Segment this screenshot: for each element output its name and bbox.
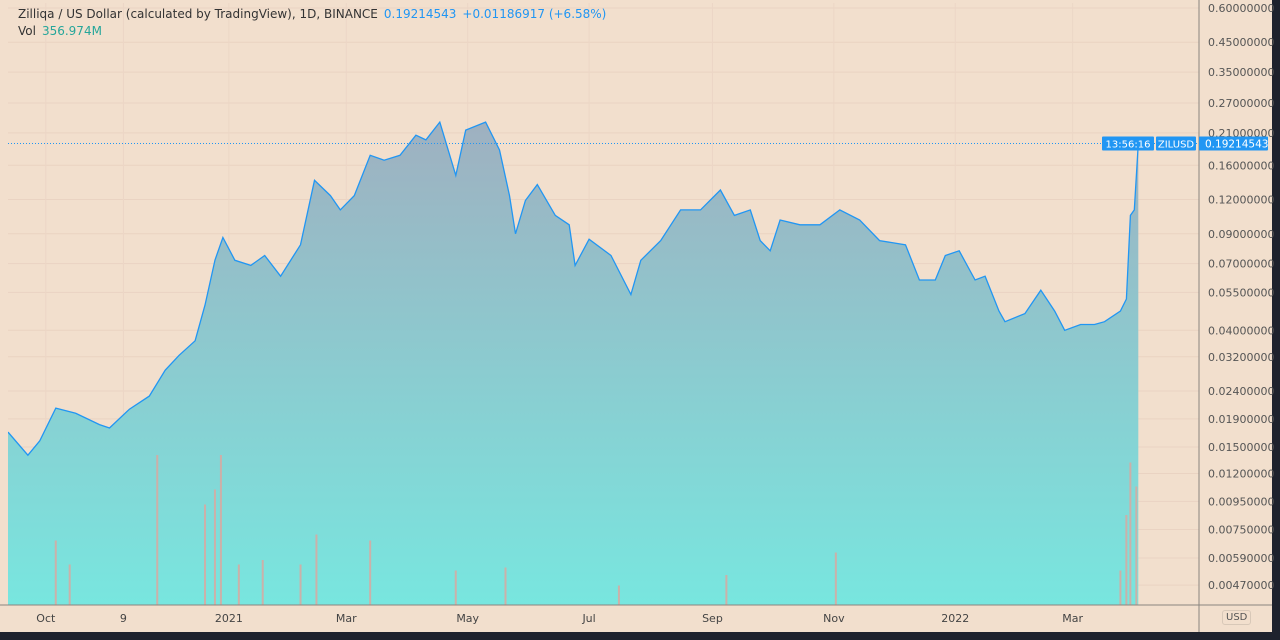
volume-bar: [54, 540, 57, 605]
volume-bar: [68, 564, 71, 605]
volume-bar: [219, 455, 222, 605]
volume-bar: [1125, 515, 1128, 605]
x-tick-label: Sep: [702, 612, 723, 625]
y-tick-label: 0.02400000: [1208, 385, 1274, 398]
volume-bar: [1119, 570, 1122, 605]
volume-bar: [504, 567, 507, 605]
x-tick-label: 9: [120, 612, 127, 625]
y-tick-label: 0.45000000: [1208, 36, 1274, 49]
volume-bar: [1129, 462, 1132, 605]
last-price-tag-value: 0.19214543: [1205, 139, 1268, 151]
symbol-title: Zilliqa / US Dollar (calculated by Tradi…: [18, 7, 378, 21]
volume-bar: [834, 552, 837, 605]
x-tick-label: 2021: [215, 612, 243, 625]
x-tick-label: Nov: [823, 612, 845, 625]
last-price-tag: [1199, 136, 1268, 151]
x-tick-label: Jul: [581, 612, 595, 625]
y-tick-label: 0.04000000: [1208, 324, 1274, 337]
volume-bar: [369, 540, 372, 605]
symbol-tag: [1156, 136, 1196, 151]
x-tick-label: Oct: [36, 612, 56, 625]
y-tick-label: 0.35000000: [1208, 66, 1274, 79]
x-tick-label: Mar: [1062, 612, 1083, 625]
volume-bar: [1135, 486, 1138, 605]
y-tick-label: 0.01900000: [1208, 413, 1274, 426]
y-tick-label: 0.05500000: [1208, 286, 1274, 299]
y-tick-label: 0.07000000: [1208, 258, 1274, 271]
last-price: 0.19214543: [383, 7, 457, 21]
volume-label: Vol: [18, 24, 36, 38]
y-tick-label: 0.16000000: [1208, 159, 1274, 172]
y-tick-label: 0.27000000: [1208, 97, 1274, 110]
x-tick-label: May: [456, 612, 479, 625]
y-tick-label: 0.03200000: [1208, 351, 1274, 364]
y-tick-label: 0.00950000: [1208, 495, 1274, 508]
volume-bar: [237, 564, 240, 605]
volume-bar: [156, 455, 159, 605]
x-tick-label: 2022: [941, 612, 969, 625]
price-line: [8, 120, 1139, 457]
volume-bar: [617, 585, 620, 605]
y-tick-label: 0.01500000: [1208, 441, 1274, 454]
volume-bar: [261, 560, 264, 605]
chart-legend: Zilliqa / US Dollar (calculated by Tradi…: [18, 6, 606, 40]
volume-bar: [299, 564, 302, 605]
y-tick-label: 0.01200000: [1208, 468, 1274, 481]
y-tick-label: 0.00590000: [1208, 552, 1274, 565]
countdown-label: 13:56:16: [1106, 140, 1151, 151]
symbol-tag-label: ZILUSD: [1158, 140, 1195, 151]
y-tick-label: 0.09000000: [1208, 228, 1274, 241]
y-tick-label: 0.12000000: [1208, 194, 1274, 207]
volume-bar: [315, 534, 318, 605]
price-change: +0.01186917 (+6.58%): [462, 7, 607, 21]
x-tick-label: Mar: [336, 612, 357, 625]
price-area-fill: [8, 122, 1139, 605]
volume-bar: [204, 504, 207, 605]
y-tick-label: 0.60000000: [1208, 2, 1274, 15]
y-tick-label: 0.00750000: [1208, 523, 1274, 536]
volume-value: 356.974M: [41, 24, 102, 38]
currency-button[interactable]: USD: [1222, 610, 1252, 625]
y-tick-label: 0.00470000: [1208, 579, 1274, 592]
volume-bar: [213, 489, 216, 605]
volume-bar: [454, 570, 457, 605]
countdown-tag: [1102, 136, 1154, 151]
volume-bar: [725, 575, 728, 605]
